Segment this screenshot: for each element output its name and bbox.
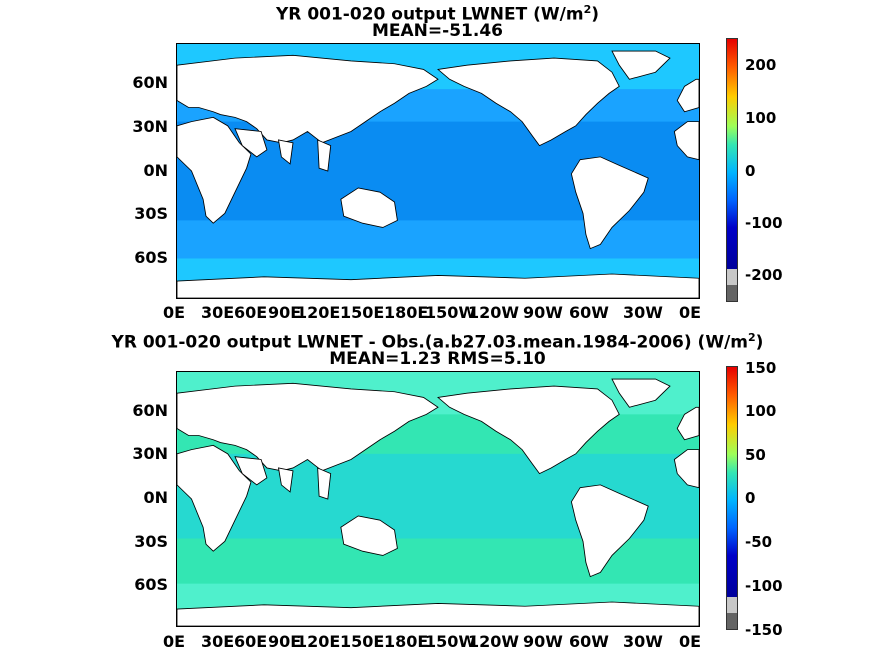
lon-label: 150E xyxy=(340,632,385,651)
arabia-india xyxy=(234,128,294,165)
panel1-lat-60s: 60S xyxy=(134,248,168,267)
lon-label: 150E xyxy=(340,303,385,322)
land-masses xyxy=(177,50,699,298)
africa-west xyxy=(673,121,699,161)
lon-label: 90W xyxy=(523,303,563,322)
southeast-asia xyxy=(317,139,332,172)
panel2-cbar-tick: 0 xyxy=(745,489,756,507)
lon-label: 90W xyxy=(523,632,563,651)
panel2-lat-30n: 30N xyxy=(132,444,168,463)
south-america xyxy=(570,156,649,250)
eurasia xyxy=(177,54,439,144)
panel2-cbar-tick: 150 xyxy=(745,359,777,377)
southeast-asia xyxy=(317,467,332,500)
panel2-cbar-tick: -50 xyxy=(745,533,773,551)
lon-label: 120E xyxy=(296,303,341,322)
europe-west xyxy=(676,78,699,113)
lon-label: 120E xyxy=(296,632,341,651)
lon-label: 120W xyxy=(468,632,520,651)
panel2-subtitle: MEAN=1.23 RMS=5.10 xyxy=(329,349,546,369)
lon-label: 180E xyxy=(384,303,429,322)
panel2-cbar-tick: 50 xyxy=(745,446,766,464)
panel1-lat-30s: 30S xyxy=(134,204,168,223)
greenland xyxy=(611,50,671,80)
africa xyxy=(177,116,252,224)
lon-label: 60E xyxy=(234,632,268,651)
greenland xyxy=(611,378,671,408)
north-america xyxy=(437,57,620,147)
panel2-colorbar xyxy=(726,366,738,630)
panel1-lat-60n: 60N xyxy=(132,73,168,92)
land-masses xyxy=(177,378,699,626)
panel2-map xyxy=(176,371,700,627)
arabia-india xyxy=(234,456,294,493)
lon-label: 120W xyxy=(468,303,520,322)
panel1-cbar-tick: 0 xyxy=(745,162,756,180)
eurasia xyxy=(177,382,439,472)
panel1-cbar-tick: 200 xyxy=(745,56,777,74)
lon-label: 30E xyxy=(201,303,235,322)
panel2-cbar-tick: -150 xyxy=(745,621,783,639)
panel1-cbar-tick: -200 xyxy=(745,266,783,284)
lon-label: 150W xyxy=(425,303,477,322)
africa-west xyxy=(673,449,699,489)
panel2-cbar-tick: 100 xyxy=(745,402,777,420)
north-america xyxy=(437,385,620,475)
panel2-lat-30s: 30S xyxy=(134,532,168,551)
europe-west xyxy=(676,406,699,441)
lon-label: 90E xyxy=(268,632,302,651)
lon-label: 0E xyxy=(679,303,702,322)
lon-label: 30E xyxy=(201,632,235,651)
africa xyxy=(177,444,252,552)
panel1-colorbar xyxy=(726,38,738,302)
panel2-title: YR 001-020 output LWNET - Obs.(a.b27.03.… xyxy=(111,331,764,353)
panel1-lat-30n: 30N xyxy=(132,117,168,136)
lon-label: 60E xyxy=(234,303,268,322)
panel2-lat-60n: 60N xyxy=(132,401,168,420)
panel1-lat-0n: 0N xyxy=(143,161,168,180)
south-america xyxy=(570,484,649,578)
antarctica xyxy=(177,273,699,298)
australia xyxy=(340,515,398,556)
lon-label: 180E xyxy=(384,632,429,651)
panel2-lat-0n: 0N xyxy=(143,488,168,507)
lon-label: 0E xyxy=(163,632,186,651)
panel2-lat-60s: 60S xyxy=(134,575,168,594)
antarctica xyxy=(177,601,699,626)
australia xyxy=(340,187,398,228)
lon-label: 60W xyxy=(569,303,609,322)
lon-label: 30W xyxy=(623,303,663,322)
panel2-cbar-tick: -100 xyxy=(745,577,783,595)
lon-label: 0E xyxy=(163,303,186,322)
panel1-cbar-tick: -100 xyxy=(745,214,783,232)
lon-label: 90E xyxy=(268,303,302,322)
panel1-title: YR 001-020 output LWNET (W/m2) xyxy=(276,3,599,25)
lon-label: 60W xyxy=(569,632,609,651)
panel1-cbar-tick: 100 xyxy=(745,109,777,127)
panel1-subtitle: MEAN=-51.46 xyxy=(372,21,503,41)
lon-label: 150W xyxy=(425,632,477,651)
lon-label: 0E xyxy=(679,632,702,651)
lon-label: 30W xyxy=(623,632,663,651)
panel1-map xyxy=(176,43,700,299)
